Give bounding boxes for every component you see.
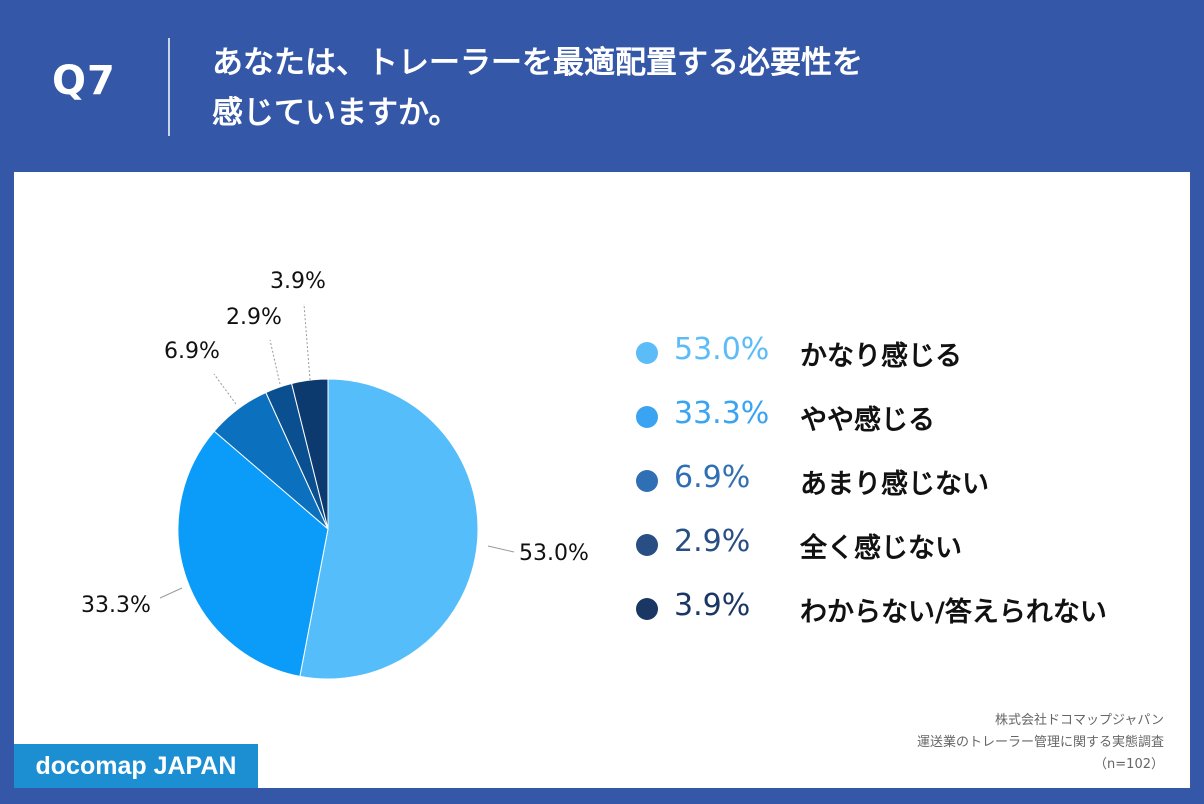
legend-label: あまり感じない [800, 469, 989, 500]
legend-label: やや感じる [800, 405, 935, 436]
source-credit: 株式会社ドコマップジャパン 運送業のトレーラー管理に関する実態調査 （n=102… [917, 710, 1164, 776]
question-title: あなたは、トレーラーを最適配置する必要性を 感じていますか。 [212, 38, 1112, 138]
legend-item: 53.0% かなり感じる [632, 322, 1192, 386]
legend-dot [636, 598, 658, 620]
legend-label: かなり感じる [800, 341, 962, 372]
header: Q7 あなたは、トレーラーを最適配置する必要性を 感じていますか。 [0, 0, 1204, 170]
data-label: 3.9% [270, 269, 326, 294]
data-label: 6.9% [164, 339, 220, 364]
legend-percent: 33.3% [674, 396, 770, 431]
credit-sample: （n=102） [1094, 757, 1164, 772]
legend-item: 6.9% あまり感じない [632, 450, 1192, 514]
legend: 53.0% かなり感じる 33.3% やや感じる 6.9% あまり感じない 2.… [632, 322, 1192, 642]
question-number: Q7 [52, 58, 116, 104]
pie-slice [291, 378, 329, 530]
legend-item: 3.9% わからない/答えられない [632, 578, 1192, 642]
legend-dot [636, 534, 658, 556]
legend-dot [636, 342, 658, 364]
pie-chart: 53.0% 33.3% 6.9%2.9% 3.9% [81, 269, 589, 680]
legend-dot [636, 470, 658, 492]
legend-dot [636, 406, 658, 428]
credit-company: 株式会社ドコマップジャパン [994, 713, 1164, 728]
legend-item: 33.3% やや感じる [632, 386, 1192, 450]
data-label: 2.9% [226, 305, 282, 330]
leader-line [487, 545, 515, 553]
legend-percent: 3.9% [674, 588, 751, 623]
legend-item: 2.9% 全く感じない [632, 514, 1192, 578]
legend-percent: 6.9% [674, 460, 751, 495]
leader-line [213, 373, 237, 405]
question-title-line-1: あなたは、トレーラーを最適配置する必要性を [212, 45, 863, 81]
legend-label: わからない/答えられない [800, 597, 1107, 628]
data-label: 53.0% [519, 541, 589, 566]
header-divider [168, 38, 170, 136]
question-title-line-2: 感じていますか。 [212, 95, 460, 131]
legend-percent: 53.0% [674, 332, 770, 367]
pie-slice [299, 378, 479, 680]
pie-slice [177, 430, 329, 677]
brand-logo: docomap JAPAN [14, 744, 258, 788]
leader-line [303, 303, 311, 381]
data-label: 33.3% [81, 593, 151, 618]
leader-line [269, 339, 281, 385]
legend-label: 全く感じない [800, 533, 962, 564]
legend-percent: 2.9% [674, 524, 751, 559]
leader-line [159, 587, 183, 599]
credit-survey: 運送業のトレーラー管理に関する実態調査 [916, 735, 1164, 750]
chart-panel: 53.0% 33.3% 6.9% 2.9% 3.9% 53.0% かなり感じる 33.3… [14, 172, 1190, 788]
